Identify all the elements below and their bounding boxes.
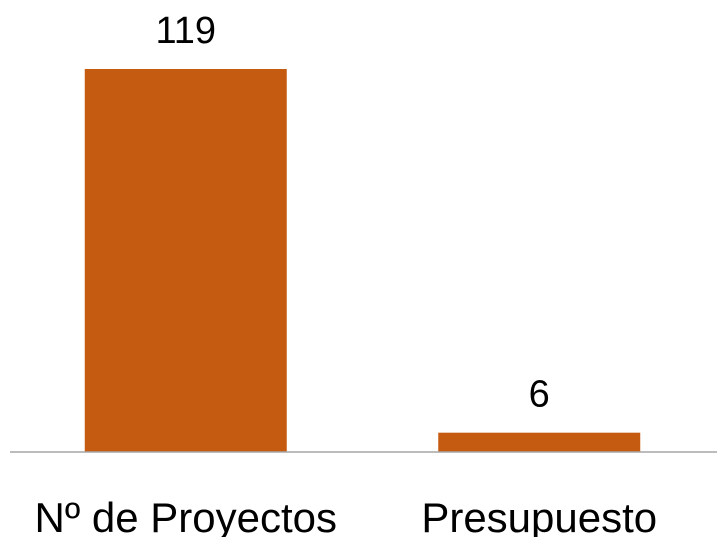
value-labels-group: 119 6 xyxy=(155,10,549,416)
x-tick-label-1: Nº de Proyectos xyxy=(35,494,337,537)
x-tick-labels-group: Nº de Proyectos Presupuesto xyxy=(35,494,658,537)
x-tick-label-2: Presupuesto xyxy=(421,494,657,537)
data-label-1: 119 xyxy=(155,10,216,52)
bars-group xyxy=(84,69,641,452)
bar-2 xyxy=(438,432,641,452)
bar-1 xyxy=(84,69,287,452)
data-label-2: 6 xyxy=(529,374,550,416)
